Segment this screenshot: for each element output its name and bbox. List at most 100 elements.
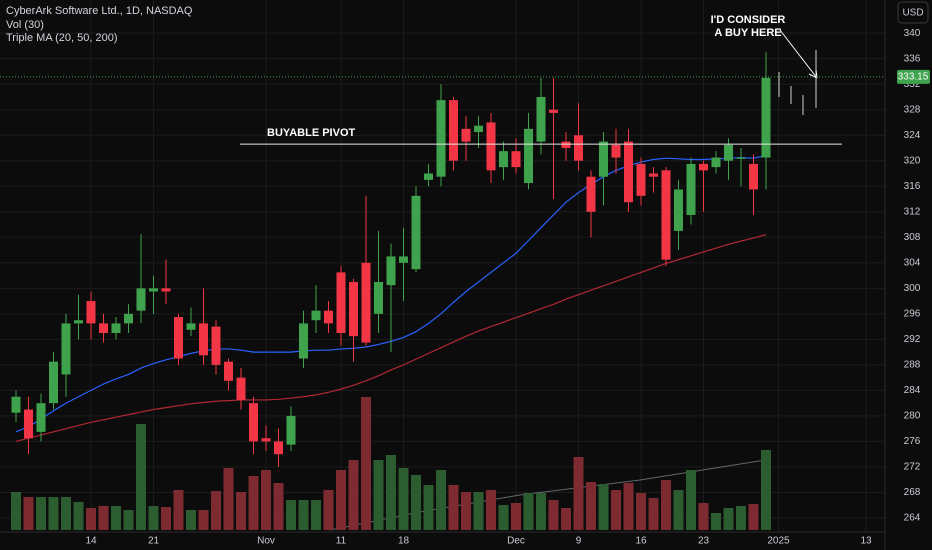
y-tick-label: 336 [904, 53, 921, 64]
volume-bar [573, 457, 584, 530]
currency-label[interactable]: USD [902, 8, 923, 19]
candle-body [361, 262, 371, 343]
volume-bar [711, 513, 721, 530]
candle-body [211, 326, 221, 365]
y-tick-label: 340 [904, 28, 921, 39]
candle-body [699, 163, 708, 171]
volume-bar [223, 468, 234, 530]
volume-bar [323, 490, 334, 530]
volume-bar [523, 493, 534, 530]
candle-body [374, 281, 383, 314]
candle-body [449, 100, 458, 161]
candle-body [474, 125, 483, 133]
volume-bar [661, 480, 671, 530]
last-price-label: 333.15 [898, 72, 929, 83]
volume-bar [311, 500, 321, 530]
volume-bar [161, 507, 171, 530]
candle-body [324, 310, 333, 324]
candle-body [674, 189, 683, 231]
candle-body [174, 317, 183, 359]
candle-body [349, 281, 358, 337]
indicator-label: Triple MA (20, 50, 200) [6, 32, 117, 44]
candle-body [236, 377, 246, 400]
candle-body [161, 288, 171, 292]
candle-body [399, 256, 408, 263]
volume-bar [511, 503, 521, 530]
y-tick-label: 316 [904, 181, 921, 192]
candle-body [261, 438, 271, 442]
candle-body [11, 396, 21, 413]
candle-body [499, 151, 508, 168]
volume-bar [211, 491, 221, 530]
candle-body [111, 323, 121, 333]
candle-body [574, 135, 583, 161]
volume-bar [698, 503, 709, 530]
volume-bar [48, 497, 59, 530]
candle-body [724, 144, 733, 161]
annotation-arrow [779, 29, 818, 79]
candle-body [536, 96, 546, 142]
symbol-title: CyberArk Software Ltd., 1D, NASDAQ [6, 5, 193, 17]
volume-bar [561, 508, 571, 530]
volume-bar [61, 497, 71, 530]
volume-bar [598, 484, 609, 530]
candle-body [136, 288, 146, 311]
candle-body [61, 323, 71, 375]
volume-bar [273, 483, 284, 530]
volume-bar [11, 492, 21, 530]
candle-body [686, 163, 696, 215]
x-tick-label: Dec [507, 536, 525, 547]
candle-body [549, 109, 558, 113]
volume-bar [648, 498, 659, 530]
y-tick-label: 324 [904, 130, 921, 141]
x-tick-label: 13 [860, 536, 872, 547]
y-tick-label: 332 [904, 79, 921, 90]
candle-body [524, 128, 533, 184]
volume-bar [336, 470, 346, 530]
y-tick-label: 264 [904, 513, 921, 524]
x-tick-label: 2025 [767, 536, 790, 547]
volume-bar [473, 492, 484, 530]
candle-body [386, 256, 396, 286]
x-tick-label: Nov [257, 536, 275, 547]
pivot-label: BUYABLE PIVOT [267, 127, 356, 139]
volume-bar [298, 500, 309, 530]
candle-body [511, 151, 521, 168]
y-tick-label: 288 [904, 360, 921, 371]
x-tick-label: 11 [336, 536, 347, 547]
candle-body [199, 323, 208, 356]
candle-body [661, 170, 671, 260]
volume-bar [236, 492, 246, 530]
currency-button[interactable] [897, 1, 929, 24]
candle-body [636, 163, 646, 196]
y-tick-label: 276 [904, 436, 921, 447]
x-tick-label: 14 [85, 536, 97, 547]
volume-bar [736, 506, 746, 530]
candle-body [761, 77, 771, 158]
y-tick-label: 308 [904, 232, 921, 243]
candle-body [711, 157, 721, 168]
volume-bar [86, 508, 96, 530]
y-tick-label: 280 [904, 411, 921, 422]
annotation: A BUY HERE [714, 27, 781, 39]
volume-bar [536, 493, 546, 530]
volume-bar [461, 492, 471, 530]
volume-bar [248, 476, 259, 530]
candle-body [124, 313, 133, 324]
candle-body [624, 141, 633, 203]
volume-bar [386, 455, 396, 530]
volume-bar [111, 506, 121, 530]
volume-bar [686, 470, 696, 530]
volume-bar [148, 506, 159, 530]
volume-bar [173, 490, 184, 530]
volume-bar [498, 505, 509, 530]
candle-body [336, 272, 346, 333]
volume-bar [448, 485, 459, 530]
y-tick-label: 296 [904, 308, 921, 319]
volume-bar [723, 508, 734, 530]
candle-body [599, 141, 608, 177]
annotation: I'D CONSIDER [711, 14, 786, 26]
candle-body [749, 163, 758, 190]
